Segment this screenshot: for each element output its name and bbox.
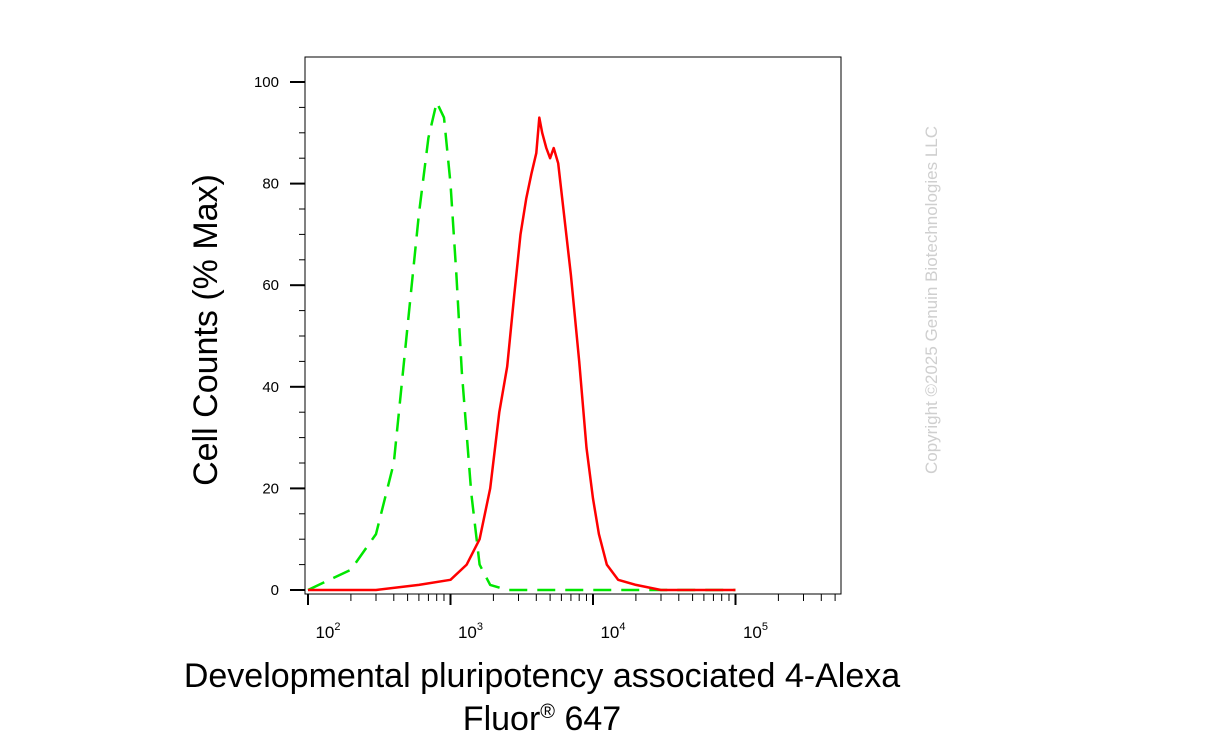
y-tick-label: 100 [254, 74, 279, 91]
series-layer [307, 101, 736, 592]
y-tick-label: 80 [262, 176, 279, 193]
y-axis-label: Cell Counts (% Max) [187, 174, 225, 486]
series-line-1 [307, 101, 736, 592]
y-tick-label: 20 [262, 480, 279, 497]
x-axis-label-647: 647 [555, 700, 621, 738]
x-tick-label: 103 [458, 621, 483, 642]
y-axis: 0 20 40 60 80 100 [254, 74, 305, 599]
x-axis-label-line1: Developmental pluripotency associated 4-… [184, 657, 900, 695]
plot-frame [304, 56, 842, 595]
x-tick-label: 105 [743, 621, 768, 642]
copyright-watermark: Copyright ©2025 Genuin Biotechnologies L… [922, 126, 941, 474]
x-axis-label-registered: ® [540, 701, 555, 723]
x-tick-label: 104 [600, 621, 625, 642]
x-tick-label: 102 [315, 621, 340, 642]
x-axis: 102 103 104 105 [307, 594, 836, 642]
y-tick-label: 40 [262, 379, 279, 396]
x-axis-label-line2: Fluor® 647 [463, 700, 621, 738]
y-tick-label: 60 [262, 277, 279, 294]
x-axis-label-fluor: Fluor [463, 700, 540, 738]
series-line-2 [308, 116, 736, 592]
y-tick-label: 0 [271, 582, 279, 599]
